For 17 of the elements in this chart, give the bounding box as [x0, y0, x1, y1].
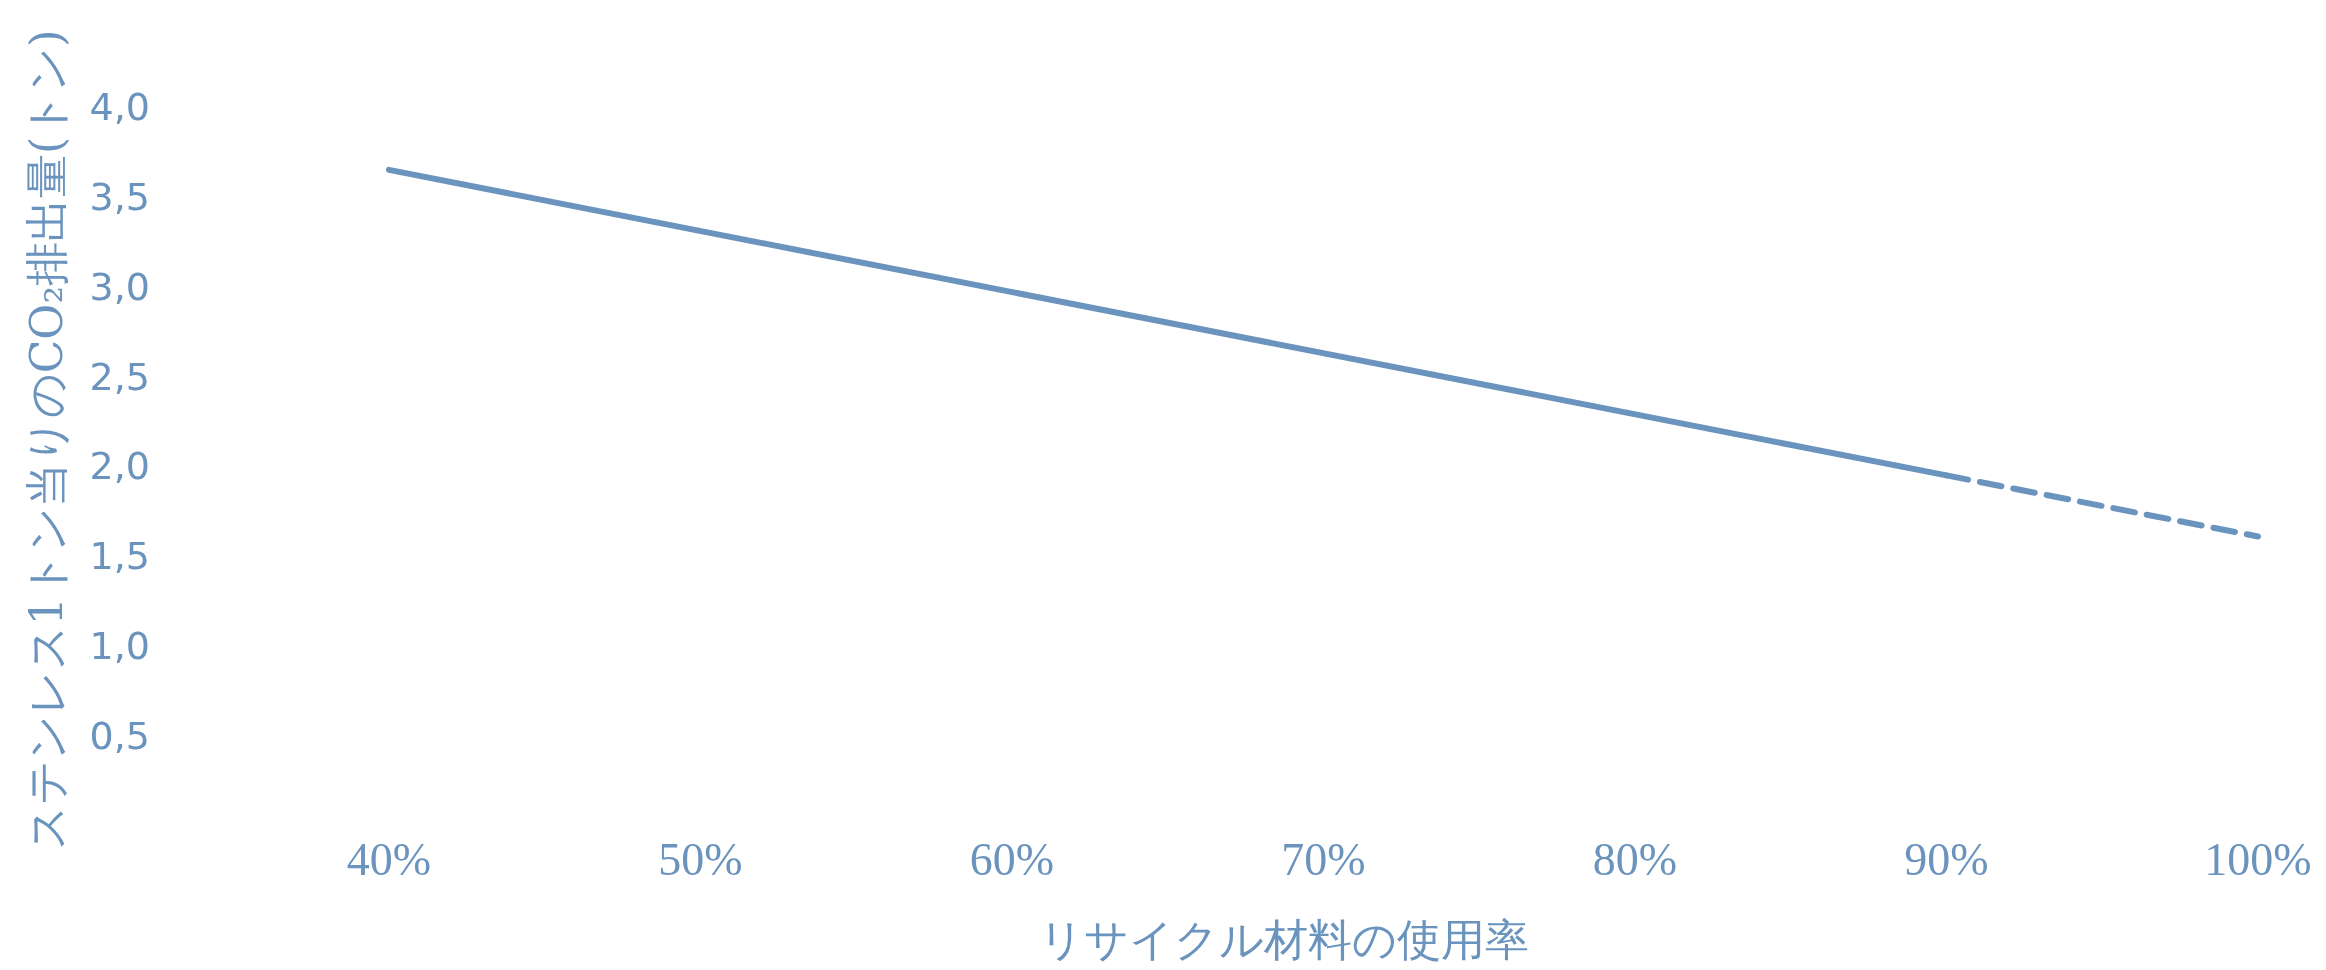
y-tick-label: 3,0 [89, 264, 150, 309]
y-tick-label: 4,0 [89, 85, 150, 129]
x-tick-label: 70% [1281, 834, 1366, 885]
y-tick-label: 2,0 [89, 444, 150, 489]
x-tick-label: 90% [1904, 834, 1989, 885]
y-tick-label: 2,5 [89, 354, 150, 399]
x-tick-label: 60% [969, 834, 1055, 885]
y-tick-label: 1,5 [89, 534, 150, 579]
x-axis-title: リサイクル材料の使用率 [1038, 914, 1529, 965]
x-tick-label: 100% [2204, 834, 2312, 885]
x-tick-label: 80% [1592, 834, 1678, 885]
y-tick-label: 0,5 [89, 714, 150, 758]
x-tick-label: 40% [346, 834, 432, 885]
y-tick-label: 3,5 [89, 174, 150, 219]
y-tick-label: 1,0 [89, 624, 150, 669]
y-axis-title: ステンレス1トン当りのCO₂排出量(トン) [21, 29, 72, 851]
x-tick-label: 50% [658, 834, 743, 885]
